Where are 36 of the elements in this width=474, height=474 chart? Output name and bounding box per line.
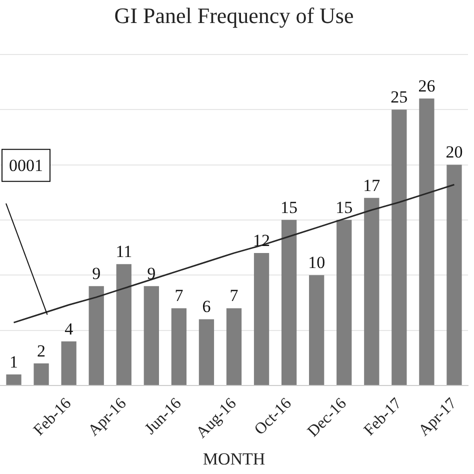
bar	[144, 286, 159, 385]
bar	[88, 286, 104, 385]
data-label: 9	[92, 264, 101, 284]
bar	[392, 110, 407, 385]
bar	[419, 98, 434, 385]
bar	[34, 363, 49, 385]
data-label: 17	[363, 176, 381, 195]
data-label: 1	[10, 352, 18, 372]
bar	[116, 264, 132, 385]
bar	[281, 220, 297, 385]
data-label: 4	[64, 319, 74, 338]
data-label: 11	[116, 242, 132, 262]
bar	[61, 341, 76, 385]
data-label: 10	[308, 253, 326, 272]
data-label: 9	[147, 264, 156, 284]
annotation: 0001	[9, 156, 43, 175]
bar	[198, 319, 214, 385]
data-label: 15	[336, 198, 353, 217]
data-label: 20	[446, 142, 463, 162]
bar	[226, 308, 242, 385]
bar	[446, 164, 462, 385]
bar	[6, 374, 22, 385]
chart-title: GI Panel Frequency of Use	[114, 2, 354, 28]
bar	[254, 253, 270, 385]
bar	[171, 308, 187, 385]
data-label: 7	[174, 286, 184, 306]
data-label: 6	[202, 297, 211, 316]
data-label: 7	[230, 286, 239, 306]
data-label: 25	[390, 88, 408, 107]
data-label: 2	[37, 341, 46, 360]
data-label: 26	[418, 76, 436, 96]
data-label: 15	[280, 198, 298, 217]
bar	[309, 275, 324, 385]
bar	[364, 198, 380, 385]
bar	[336, 220, 352, 385]
x-axis-title: MONTH	[202, 449, 266, 468]
